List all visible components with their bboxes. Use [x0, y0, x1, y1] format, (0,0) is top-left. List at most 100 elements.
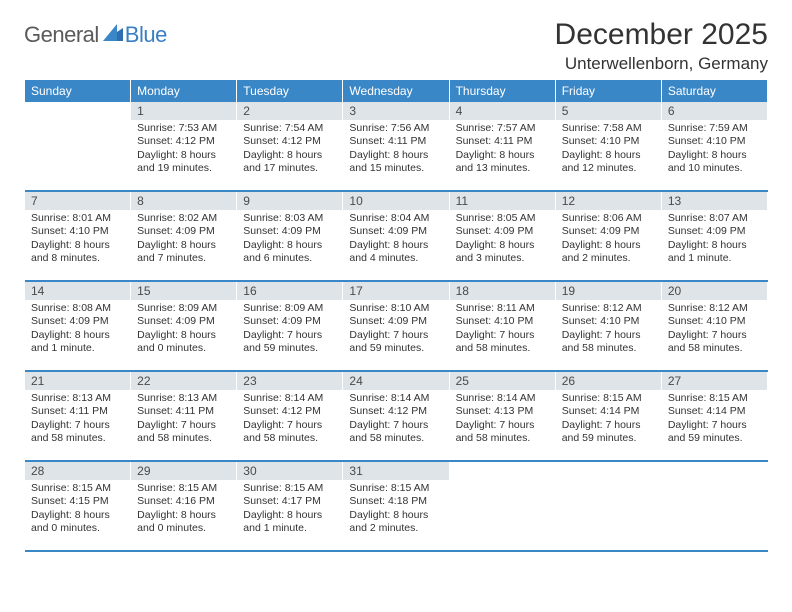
sunset-text: Sunset: 4:09 PM	[349, 225, 442, 238]
daylight-text: Daylight: 8 hours and 0 minutes.	[137, 329, 230, 356]
day-number: 30	[237, 462, 342, 480]
sunrise-text: Sunrise: 7:53 AM	[137, 122, 230, 135]
day-number: 16	[237, 282, 342, 300]
daylight-text: Daylight: 7 hours and 58 minutes.	[668, 329, 761, 356]
day-body: Sunrise: 8:08 AMSunset: 4:09 PMDaylight:…	[25, 300, 130, 360]
sunset-text: Sunset: 4:18 PM	[349, 495, 442, 508]
day-cell: 28Sunrise: 8:15 AMSunset: 4:15 PMDayligh…	[25, 462, 131, 550]
day-body: Sunrise: 8:01 AMSunset: 4:10 PMDaylight:…	[25, 210, 130, 270]
daylight-text: Daylight: 8 hours and 0 minutes.	[31, 509, 124, 536]
weekday-header-row: SundayMondayTuesdayWednesdayThursdayFrid…	[25, 80, 768, 102]
sunset-text: Sunset: 4:11 PM	[456, 135, 549, 148]
day-number: 25	[450, 372, 555, 390]
day-body: Sunrise: 8:15 AMSunset: 4:18 PMDaylight:…	[343, 480, 448, 540]
sunset-text: Sunset: 4:09 PM	[349, 315, 442, 328]
daylight-text: Daylight: 7 hours and 58 minutes.	[456, 419, 549, 446]
day-body: Sunrise: 8:15 AMSunset: 4:14 PMDaylight:…	[556, 390, 661, 450]
sunrise-text: Sunrise: 7:54 AM	[243, 122, 336, 135]
day-number: 31	[343, 462, 448, 480]
day-number: 12	[556, 192, 661, 210]
day-body: Sunrise: 8:09 AMSunset: 4:09 PMDaylight:…	[237, 300, 342, 360]
day-body: Sunrise: 8:13 AMSunset: 4:11 PMDaylight:…	[25, 390, 130, 450]
day-number: 27	[662, 372, 767, 390]
calendar: SundayMondayTuesdayWednesdayThursdayFrid…	[24, 80, 768, 552]
day-cell: 27Sunrise: 8:15 AMSunset: 4:14 PMDayligh…	[662, 372, 768, 460]
day-body: Sunrise: 8:06 AMSunset: 4:09 PMDaylight:…	[556, 210, 661, 270]
daylight-text: Daylight: 8 hours and 4 minutes.	[349, 239, 442, 266]
daylight-text: Daylight: 7 hours and 58 minutes.	[456, 329, 549, 356]
day-body: Sunrise: 8:09 AMSunset: 4:09 PMDaylight:…	[131, 300, 236, 360]
day-number: 20	[662, 282, 767, 300]
day-cell-empty	[25, 102, 131, 190]
sunrise-text: Sunrise: 8:12 AM	[668, 302, 761, 315]
day-number: 19	[556, 282, 661, 300]
day-cell: 9Sunrise: 8:03 AMSunset: 4:09 PMDaylight…	[237, 192, 343, 280]
sunset-text: Sunset: 4:09 PM	[243, 225, 336, 238]
sunrise-text: Sunrise: 8:11 AM	[456, 302, 549, 315]
sunrise-text: Sunrise: 8:14 AM	[456, 392, 549, 405]
day-cell: 13Sunrise: 8:07 AMSunset: 4:09 PMDayligh…	[662, 192, 768, 280]
day-body: Sunrise: 8:15 AMSunset: 4:14 PMDaylight:…	[662, 390, 767, 450]
sunset-text: Sunset: 4:16 PM	[137, 495, 230, 508]
day-body: Sunrise: 8:15 AMSunset: 4:16 PMDaylight:…	[131, 480, 236, 540]
brand-general: General	[24, 22, 99, 48]
day-number: 18	[450, 282, 555, 300]
day-body: Sunrise: 8:05 AMSunset: 4:09 PMDaylight:…	[450, 210, 555, 270]
sunset-text: Sunset: 4:09 PM	[456, 225, 549, 238]
sunrise-text: Sunrise: 8:05 AM	[456, 212, 549, 225]
sunset-text: Sunset: 4:11 PM	[349, 135, 442, 148]
daylight-text: Daylight: 8 hours and 12 minutes.	[562, 149, 655, 176]
daylight-text: Daylight: 7 hours and 59 minutes.	[562, 419, 655, 446]
sunrise-text: Sunrise: 8:13 AM	[137, 392, 230, 405]
sunset-text: Sunset: 4:10 PM	[562, 135, 655, 148]
day-number: 10	[343, 192, 448, 210]
day-body: Sunrise: 8:14 AMSunset: 4:13 PMDaylight:…	[450, 390, 555, 450]
day-cell: 8Sunrise: 8:02 AMSunset: 4:09 PMDaylight…	[131, 192, 237, 280]
sunset-text: Sunset: 4:11 PM	[31, 405, 124, 418]
sunset-text: Sunset: 4:09 PM	[31, 315, 124, 328]
month-title: December 2025	[555, 18, 768, 52]
day-cell: 22Sunrise: 8:13 AMSunset: 4:11 PMDayligh…	[131, 372, 237, 460]
day-cell: 10Sunrise: 8:04 AMSunset: 4:09 PMDayligh…	[343, 192, 449, 280]
sunset-text: Sunset: 4:14 PM	[562, 405, 655, 418]
brand-logo: General Blue	[24, 18, 167, 48]
weekday-header: Thursday	[450, 80, 556, 102]
day-number: 15	[131, 282, 236, 300]
week-row: 28Sunrise: 8:15 AMSunset: 4:15 PMDayligh…	[25, 462, 768, 552]
daylight-text: Daylight: 8 hours and 10 minutes.	[668, 149, 761, 176]
day-number: 2	[237, 102, 342, 120]
day-cell: 24Sunrise: 8:14 AMSunset: 4:12 PMDayligh…	[343, 372, 449, 460]
daylight-text: Daylight: 8 hours and 2 minutes.	[349, 509, 442, 536]
day-number: 3	[343, 102, 448, 120]
day-cell: 20Sunrise: 8:12 AMSunset: 4:10 PMDayligh…	[662, 282, 768, 370]
daylight-text: Daylight: 7 hours and 59 minutes.	[668, 419, 761, 446]
daylight-text: Daylight: 8 hours and 1 minute.	[668, 239, 761, 266]
weekday-header: Tuesday	[237, 80, 343, 102]
sunrise-text: Sunrise: 8:15 AM	[31, 482, 124, 495]
day-body: Sunrise: 7:57 AMSunset: 4:11 PMDaylight:…	[450, 120, 555, 180]
sunset-text: Sunset: 4:10 PM	[562, 315, 655, 328]
daylight-text: Daylight: 7 hours and 58 minutes.	[137, 419, 230, 446]
weekday-header: Saturday	[662, 80, 768, 102]
day-body: Sunrise: 8:14 AMSunset: 4:12 PMDaylight:…	[343, 390, 448, 450]
day-body: Sunrise: 8:12 AMSunset: 4:10 PMDaylight:…	[556, 300, 661, 360]
daylight-text: Daylight: 7 hours and 59 minutes.	[349, 329, 442, 356]
sunset-text: Sunset: 4:09 PM	[668, 225, 761, 238]
sunrise-text: Sunrise: 8:14 AM	[243, 392, 336, 405]
daylight-text: Daylight: 8 hours and 13 minutes.	[456, 149, 549, 176]
day-number: 14	[25, 282, 130, 300]
week-row: 14Sunrise: 8:08 AMSunset: 4:09 PMDayligh…	[25, 282, 768, 372]
day-body: Sunrise: 8:04 AMSunset: 4:09 PMDaylight:…	[343, 210, 448, 270]
sunset-text: Sunset: 4:09 PM	[243, 315, 336, 328]
day-number: 9	[237, 192, 342, 210]
sunrise-text: Sunrise: 8:15 AM	[668, 392, 761, 405]
day-number: 23	[237, 372, 342, 390]
day-number: 8	[131, 192, 236, 210]
sunrise-text: Sunrise: 8:09 AM	[243, 302, 336, 315]
sunrise-text: Sunrise: 8:07 AM	[668, 212, 761, 225]
week-row: 7Sunrise: 8:01 AMSunset: 4:10 PMDaylight…	[25, 192, 768, 282]
sunset-text: Sunset: 4:14 PM	[668, 405, 761, 418]
daylight-text: Daylight: 8 hours and 15 minutes.	[349, 149, 442, 176]
day-cell: 14Sunrise: 8:08 AMSunset: 4:09 PMDayligh…	[25, 282, 131, 370]
sunrise-text: Sunrise: 8:15 AM	[349, 482, 442, 495]
